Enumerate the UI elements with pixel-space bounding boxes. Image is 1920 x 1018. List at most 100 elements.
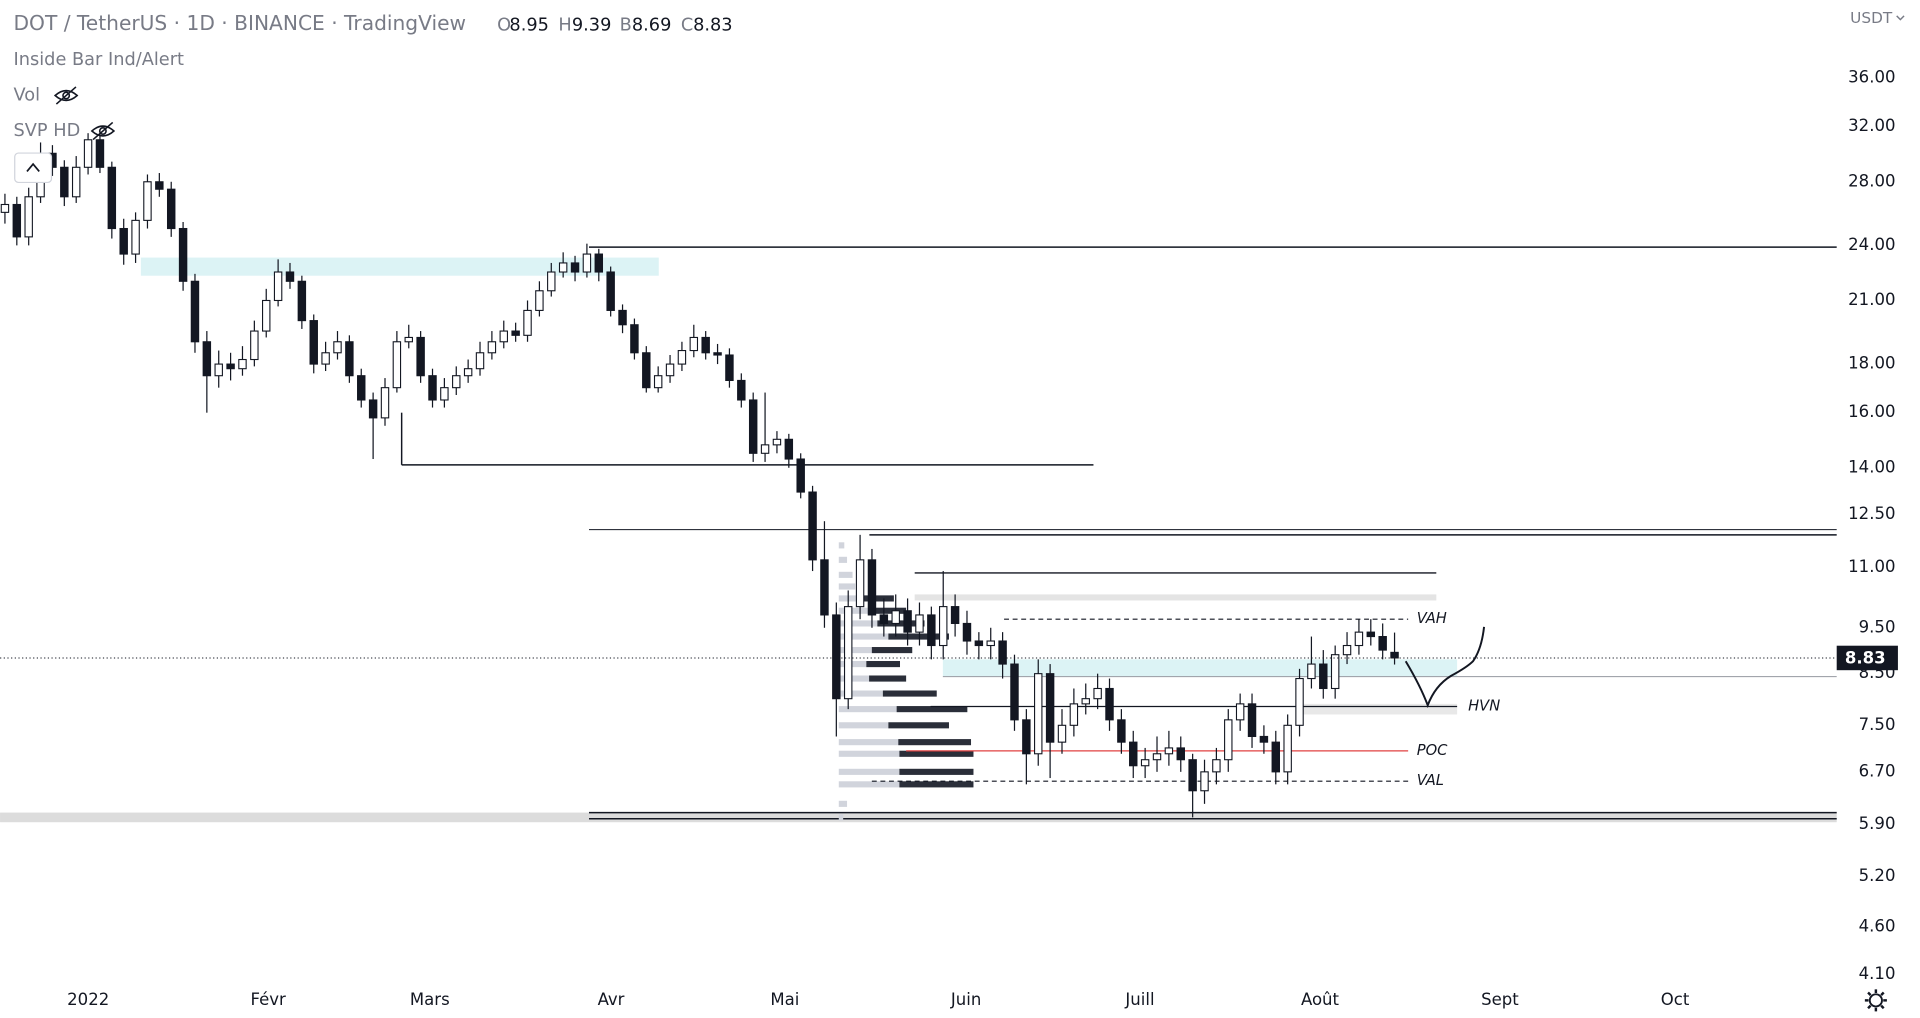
ohlc-value: 8.95 (509, 16, 549, 36)
candle-body (392, 341, 402, 389)
candle-body (285, 271, 295, 282)
candle-body (166, 188, 176, 230)
zone (942, 659, 1458, 677)
y-tick-label: 21.00 (1848, 290, 1895, 309)
profile-bar-high (898, 739, 972, 746)
candle-body (689, 336, 699, 352)
x-tick-label: Mai (770, 990, 799, 1009)
candle-body (95, 139, 105, 168)
candle-body (1295, 677, 1304, 726)
candle-body (772, 438, 782, 446)
candle-body (511, 330, 520, 336)
ohlc-letter: O (497, 16, 511, 36)
profile-bar (838, 542, 845, 549)
candle-body (1034, 673, 1043, 755)
profile-bar-high (871, 647, 913, 654)
ohlc-value: 8.83 (693, 16, 733, 36)
x-tick-label: Avr (598, 990, 625, 1009)
candle-body (677, 350, 687, 365)
ohlc-values: O8.95 H 9.39 B 8.69 C 8.83 (497, 16, 732, 36)
profile-bar (838, 633, 889, 640)
candle-body (1129, 741, 1138, 767)
candle-body (986, 640, 995, 647)
candle-body (653, 375, 663, 389)
candle-body (725, 354, 734, 381)
y-tick-label: 7.50 (1859, 715, 1896, 734)
zone (0, 812, 1837, 823)
candle-body (760, 444, 770, 454)
profile-bar (838, 583, 856, 590)
hidden-eye-icon[interactable] (53, 86, 79, 105)
candle-body (262, 299, 271, 332)
candle-body (250, 330, 259, 361)
candle-body (1010, 663, 1019, 721)
profile-bar (838, 739, 899, 746)
candle-body (12, 203, 22, 238)
candle-body (463, 368, 473, 377)
currency-chevron[interactable] (1896, 15, 1905, 21)
y-tick-label: 5.20 (1859, 866, 1896, 885)
candle-body (333, 341, 342, 354)
legend-overlay: DOT / TetherUS · 1D · BINANCE · TradingV… (14, 11, 733, 184)
candle-body (630, 324, 639, 354)
profile-bar (838, 722, 889, 729)
candle-body (618, 309, 627, 326)
candle-body (368, 399, 378, 419)
settings-gear[interactable] (1864, 989, 1887, 1012)
candle-body (452, 375, 461, 389)
candle-body (1200, 771, 1209, 792)
candle-body (974, 640, 984, 647)
collapse-button[interactable] (14, 152, 53, 184)
candle-body (71, 166, 81, 198)
candle-body (879, 614, 889, 625)
currency-label[interactable]: USDT (1850, 9, 1893, 27)
profile-bar (838, 571, 853, 578)
candle-body (784, 438, 794, 460)
candle-body (962, 622, 972, 642)
candle-body (1022, 719, 1031, 755)
x-tick-label: Févr (251, 990, 287, 1009)
candle-body (606, 271, 615, 311)
y-tick-label: 16.00 (1848, 402, 1895, 421)
candle-body (1378, 636, 1387, 651)
candle-body (214, 363, 223, 377)
annotation-label: POC (1417, 742, 1448, 759)
candle-body (1105, 687, 1114, 721)
last-price-box (1836, 645, 1898, 671)
profile-bar (838, 814, 844, 821)
y-tick-label: 12.50 (1848, 504, 1895, 523)
candle-body (903, 610, 912, 633)
candle-body (891, 610, 900, 625)
candle-body (642, 352, 651, 389)
candle-body (1390, 651, 1399, 659)
candle-body (796, 458, 805, 493)
candle-body (1235, 703, 1245, 721)
candle-body (927, 614, 936, 647)
y-tick-label: 4.60 (1859, 917, 1896, 936)
candle-body (701, 336, 710, 354)
candle-body (60, 166, 69, 198)
y-tick-label: 4.10 (1859, 964, 1896, 983)
annotation-label: VAH (1417, 610, 1447, 627)
candle-body (487, 341, 497, 354)
x-tick-label: Août (1301, 990, 1340, 1009)
profile-bar (838, 690, 883, 697)
y-tick-label: 24.00 (1848, 235, 1895, 254)
y-tick-label: 9.50 (1859, 617, 1896, 636)
candle-body (107, 166, 117, 230)
candle-body (1176, 747, 1185, 761)
y-tick-label: 5.90 (1859, 814, 1896, 833)
plot-area: 36.00 32.00 28.00 24.00 21.00 18.00 16.00 14.00… (0, 68, 1898, 1009)
candle-body (1307, 663, 1316, 680)
candle-body (820, 559, 829, 616)
profile-bar (838, 661, 867, 668)
projection-drawing (1404, 626, 1486, 709)
profile-bar (838, 706, 897, 713)
zone (914, 594, 1437, 601)
profile-bar-high (896, 706, 968, 713)
hidden-eye-icon[interactable] (90, 121, 116, 141)
ohlc-letter: H (558, 16, 571, 36)
profile-bar-high (869, 607, 907, 614)
candle-body (357, 375, 366, 401)
